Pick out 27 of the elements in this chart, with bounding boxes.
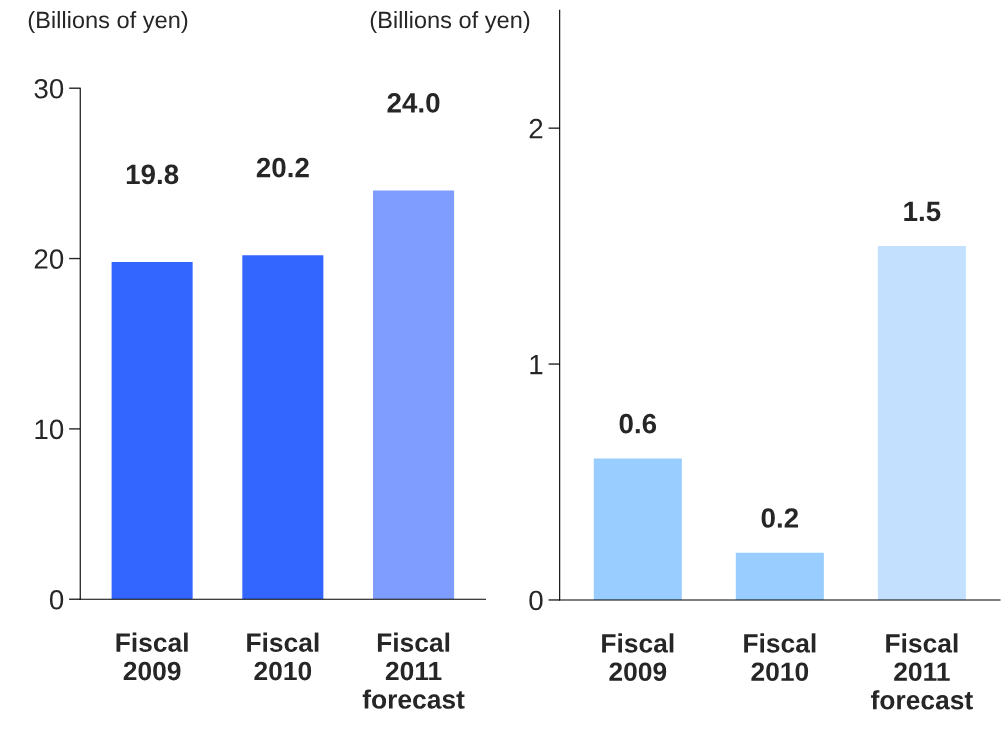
y-tick-label: 2 (529, 118, 543, 139)
data-label: 0.2 (761, 508, 799, 528)
x-tick-label: Fiscal 2011 forecast (362, 632, 465, 709)
y-tick-label: 0 (49, 589, 64, 610)
y-tick-label: 0 (529, 590, 543, 611)
x-tick-label: Fiscal 2011 forecast (870, 633, 973, 710)
bar (735, 552, 824, 600)
data-label: 0.6 (619, 413, 657, 434)
data-label: 19.8 (126, 164, 179, 185)
y-tick-label: 20 (34, 249, 64, 269)
bar (242, 255, 324, 600)
y-tick-label: 10 (35, 419, 64, 440)
bar (593, 458, 682, 600)
x-tick-label: Fiscal 2010 (247, 632, 319, 681)
x-tick-label: Fiscal 2010 (744, 633, 816, 682)
y-axis-title: (Billions of yen) (370, 11, 530, 33)
bar (111, 261, 193, 600)
y-axis-title: (Billions of yen) (28, 11, 188, 33)
y-tick-label: 30 (34, 78, 64, 99)
data-label: 24.0 (387, 93, 440, 113)
data-label: 20.2 (256, 157, 309, 178)
bar (373, 190, 455, 600)
x-tick-label: Fiscal 2009 (602, 633, 674, 682)
y-tick-label: 1 (530, 355, 543, 375)
x-tick-label: Fiscal 2009 (116, 632, 188, 681)
bar (877, 246, 966, 600)
data-label: 1.5 (904, 201, 941, 222)
